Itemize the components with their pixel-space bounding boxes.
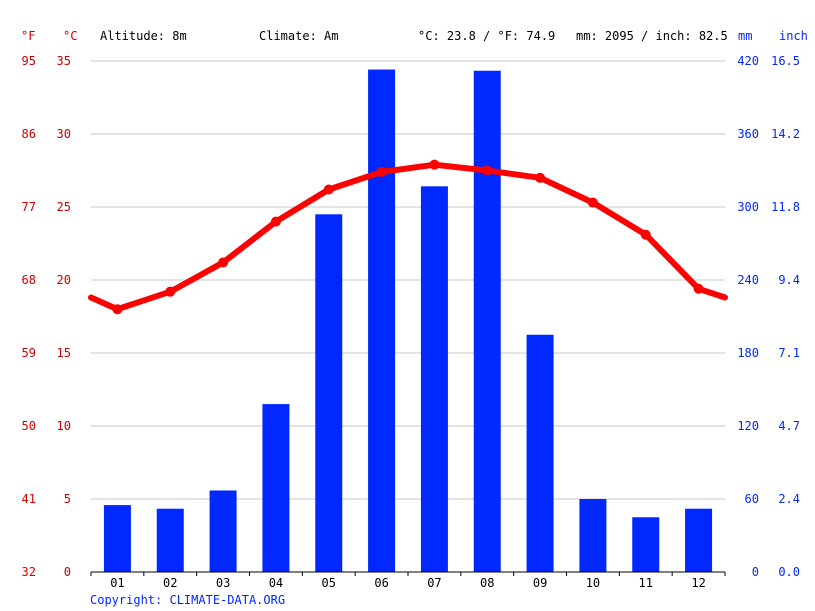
inch-tick-label: 2.4 [778, 492, 800, 506]
temperature-point [482, 165, 493, 176]
fahrenheit-tick-label: 50 [22, 419, 36, 433]
precipitation-bar [579, 499, 607, 572]
month-tick-label: 11 [639, 576, 653, 590]
month-tick-label: 06 [374, 576, 388, 590]
inch-tick-label: 14.2 [771, 127, 800, 141]
celsius-tick-label: 25 [57, 200, 71, 214]
fahrenheit-tick-label: 32 [22, 565, 36, 579]
month-tick-label: 01 [110, 576, 124, 590]
month-tick-label: 03 [216, 576, 230, 590]
celsius-unit-label: °C [63, 29, 77, 43]
fahrenheit-tick-label: 68 [22, 273, 36, 287]
mm-tick-label: 360 [737, 127, 759, 141]
temperature-point [376, 166, 387, 177]
month-tick-label: 07 [427, 576, 441, 590]
temperature-point [535, 172, 546, 183]
temperature-point [323, 184, 334, 195]
inch-tick-label: 0.0 [778, 565, 800, 579]
tick-labels: 32 0 0 0.0 41 5 60 2.4 50 10 120 4.7 59 15 180 7.1 68 20 2… [22, 54, 800, 590]
precipitation-bars [103, 69, 713, 573]
temperature-line [88, 159, 728, 315]
temperature-average-label: °C: 23.8 / °F: 74.9 [418, 29, 555, 43]
temperature-point [270, 216, 281, 227]
mm-unit-label: mm [738, 29, 752, 43]
precipitation-total-label: mm: 2095 / inch: 82.5 [576, 29, 728, 43]
celsius-tick-label: 10 [57, 419, 71, 433]
temperature-point [218, 257, 229, 268]
celsius-tick-label: 5 [64, 492, 71, 506]
inch-tick-label: 9.4 [778, 273, 800, 287]
fahrenheit-tick-label: 95 [22, 54, 36, 68]
precipitation-bar [315, 214, 343, 573]
celsius-tick-label: 20 [57, 273, 71, 287]
month-tick-label: 08 [480, 576, 494, 590]
fahrenheit-unit-label: °F [21, 29, 35, 43]
celsius-tick-label: 35 [57, 54, 71, 68]
precipitation-bar [103, 505, 131, 572]
mm-tick-label: 180 [737, 346, 759, 360]
precipitation-bar [685, 508, 713, 572]
precipitation-bar [156, 508, 184, 572]
celsius-tick-label: 30 [57, 127, 71, 141]
celsius-tick-label: 15 [57, 346, 71, 360]
fahrenheit-tick-label: 41 [22, 492, 36, 506]
temperature-series-line [88, 161, 728, 313]
axes [90, 571, 726, 576]
inch-tick-label: 11.8 [771, 200, 800, 214]
copyright-link[interactable]: Copyright: CLIMATE-DATA.ORG [90, 593, 285, 607]
inch-tick-label: 16.5 [771, 54, 800, 68]
fahrenheit-tick-label: 59 [22, 346, 36, 360]
precipitation-bar [632, 517, 660, 572]
temperature-point [165, 286, 176, 297]
inch-unit-label: inch [779, 29, 808, 43]
temperature-point [112, 304, 123, 315]
fahrenheit-tick-label: 86 [22, 127, 36, 141]
precipitation-bar [262, 404, 290, 572]
precipitation-bar [473, 70, 501, 572]
precipitation-bar [526, 334, 554, 572]
climate-label: Climate: Am [259, 29, 338, 43]
temperature-point [693, 283, 704, 294]
month-tick-label: 09 [533, 576, 547, 590]
mm-tick-label: 240 [737, 273, 759, 287]
altitude-label: Altitude: 8m [100, 29, 187, 43]
inch-tick-label: 4.7 [778, 419, 800, 433]
fahrenheit-tick-label: 77 [22, 200, 36, 214]
celsius-tick-label: 0 [64, 565, 71, 579]
month-tick-label: 02 [163, 576, 177, 590]
temperature-point [640, 229, 651, 240]
mm-tick-label: 300 [737, 200, 759, 214]
month-tick-label: 12 [691, 576, 705, 590]
month-tick-label: 10 [586, 576, 600, 590]
mm-tick-label: 60 [745, 492, 759, 506]
precipitation-bar [420, 186, 448, 573]
month-tick-label: 04 [269, 576, 283, 590]
mm-tick-label: 120 [737, 419, 759, 433]
precipitation-bar [209, 490, 237, 572]
temperature-point [587, 197, 598, 208]
month-tick-label: 05 [322, 576, 336, 590]
precipitation-bar [368, 69, 396, 573]
mm-tick-label: 420 [737, 54, 759, 68]
inch-tick-label: 7.1 [778, 346, 800, 360]
temperature-point [429, 159, 440, 170]
mm-tick-label: 0 [752, 565, 759, 579]
